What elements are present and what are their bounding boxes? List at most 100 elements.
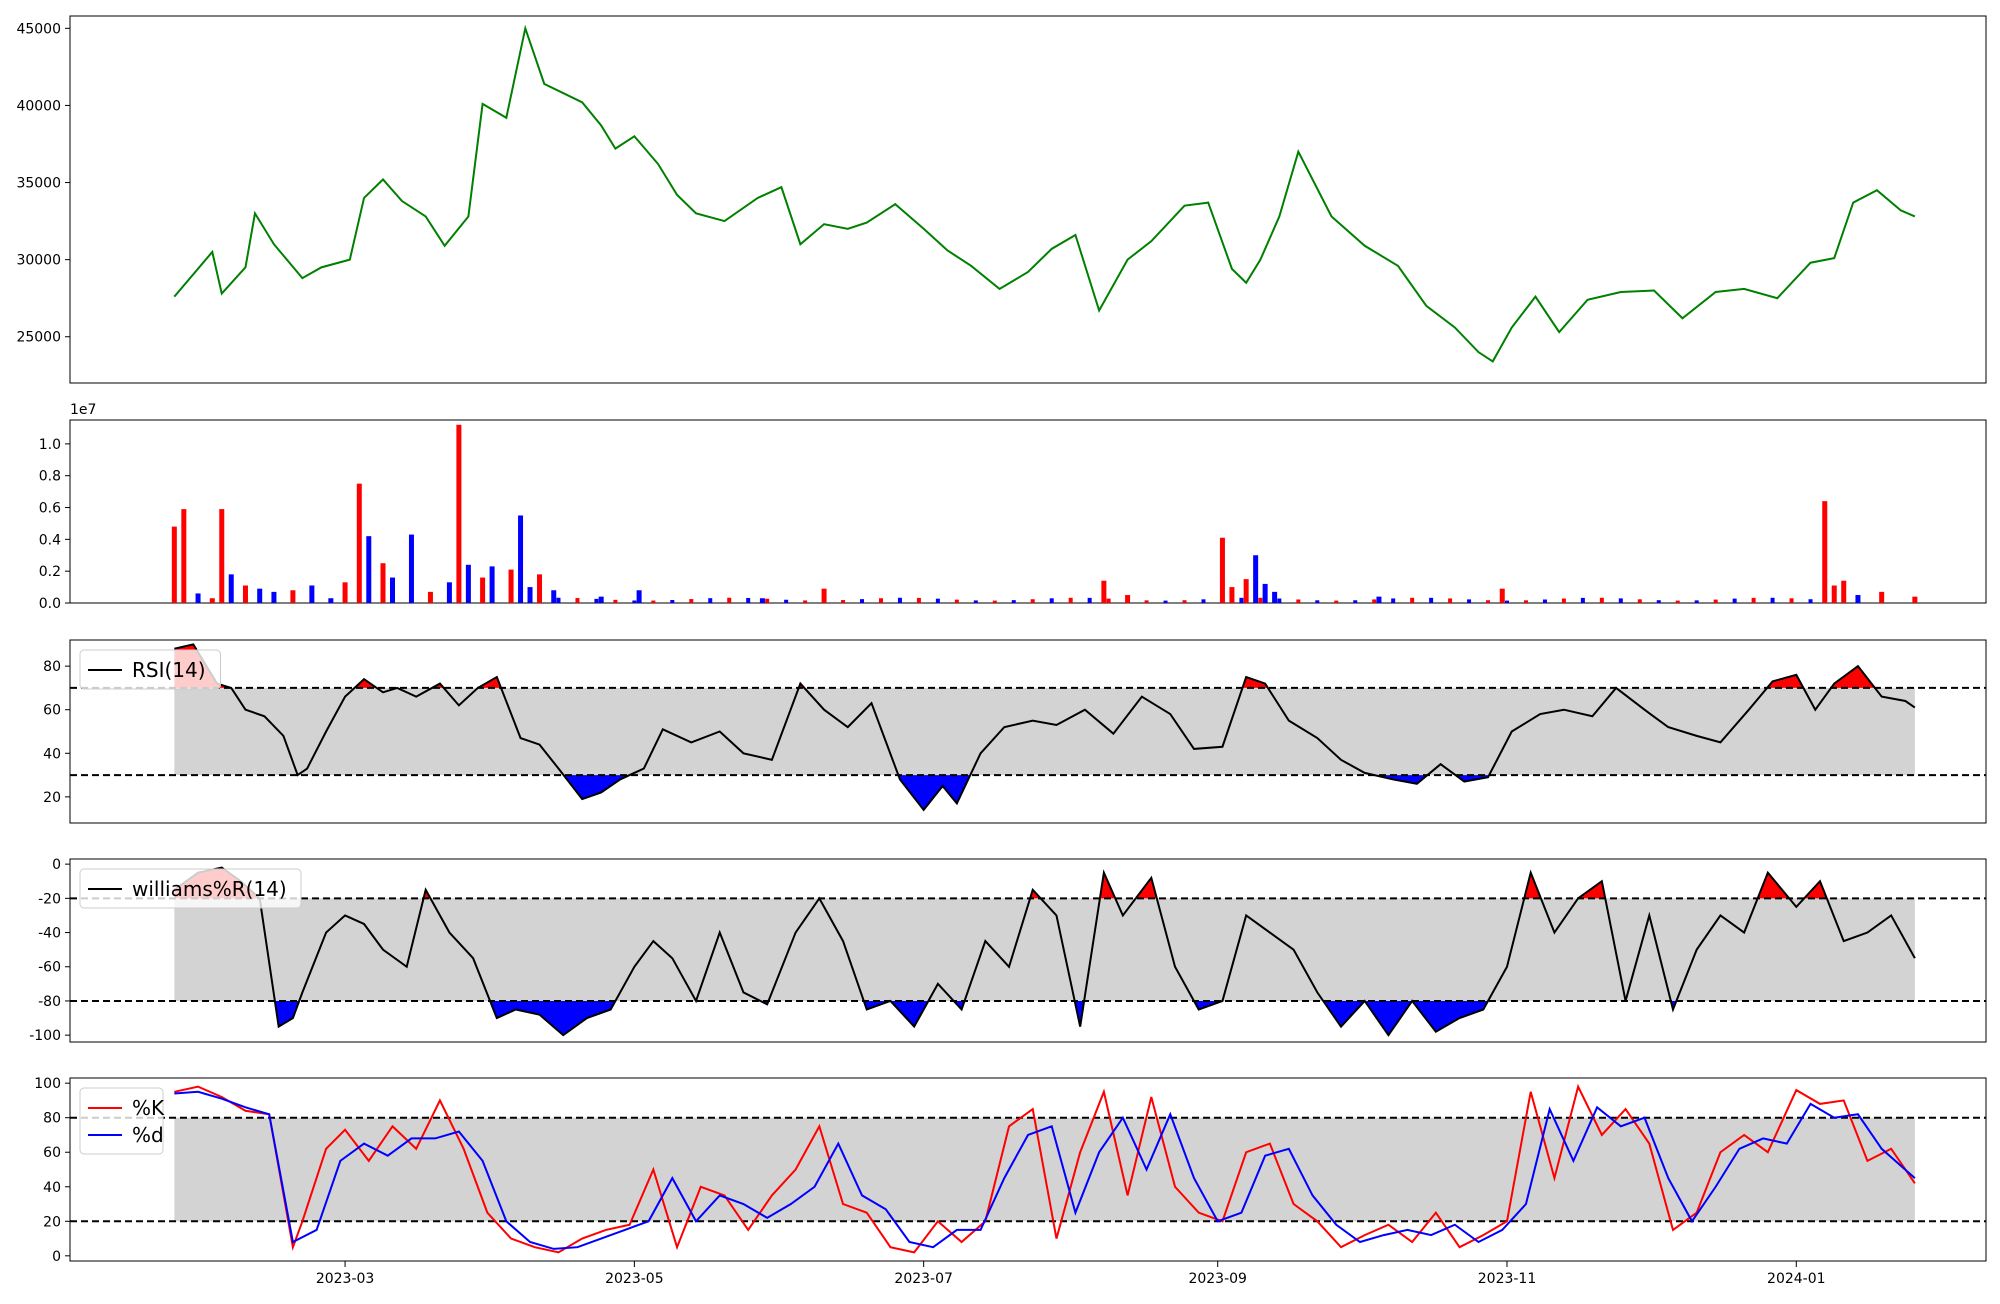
volume-bar: [1486, 600, 1491, 603]
y-tick-label: 40000: [16, 98, 61, 114]
volume-bar: [1879, 591, 1885, 603]
overbought-fill: [1831, 666, 1875, 688]
volume-bar: [632, 600, 637, 603]
x-tick-label: 2023-11: [1478, 1271, 1537, 1287]
stoch-panel-frame: [69, 1077, 1987, 1262]
volume-bar: [465, 564, 471, 603]
y-tick-label: 25000: [16, 330, 61, 346]
volume-bar: [1239, 597, 1244, 603]
volume-bar: [1253, 555, 1259, 603]
volume-bar: [1789, 598, 1794, 603]
volume-bar: [1448, 598, 1453, 603]
volume-bar: [328, 598, 334, 603]
rsi-line: [174, 643, 1916, 812]
volume-bar: [1334, 600, 1339, 603]
volume-bar: [1694, 600, 1699, 603]
volume-bar: [1542, 599, 1547, 603]
y-tick-label: 0: [52, 857, 61, 873]
x-tick-label: 2023-03: [316, 1271, 375, 1287]
volume-bar: [1229, 587, 1235, 603]
y-tick-label: 40: [43, 1180, 61, 1196]
legend-box: [79, 1087, 164, 1155]
volume-bar: [1296, 599, 1301, 603]
overbought-fill: [1767, 674, 1804, 688]
volume-bar: [537, 574, 543, 603]
volume-bar: [527, 587, 533, 603]
volume-bar: [594, 598, 599, 603]
volume-bar: [389, 577, 395, 603]
volume-bar: [765, 598, 770, 603]
volume-bar: [551, 590, 557, 603]
volume-bar: [1376, 596, 1382, 603]
volume-bar: [1599, 597, 1604, 603]
y-tick-label: 20: [43, 790, 61, 806]
volume-bar: [878, 598, 883, 603]
y-tick-label: 100: [34, 1076, 61, 1092]
legend-label: williams%R(14): [132, 877, 287, 901]
volume-bar: [1049, 598, 1054, 603]
volume-bar: [935, 598, 940, 603]
volume-bar: [1713, 599, 1718, 603]
y-tick-label: -20: [38, 891, 61, 907]
williams-line: [173, 866, 1916, 1037]
legend-label: %K: [132, 1096, 165, 1120]
volume-bar: [242, 585, 248, 603]
volume-bar: [651, 600, 656, 603]
legend-box: [79, 649, 221, 690]
volume-bar: [759, 598, 765, 603]
volume-bar: [1182, 600, 1187, 603]
volume-bar: [1272, 591, 1278, 603]
volume-bar: [556, 597, 561, 603]
volume-panel-frame: [69, 419, 1987, 604]
x-tick-label: 2024-01: [1767, 1271, 1826, 1287]
y-tick-label: -100: [29, 1028, 61, 1044]
volume-bar: [1822, 501, 1828, 603]
volume-bar: [727, 597, 732, 603]
rsi-panel-frame: [69, 639, 1987, 824]
volume-bar: [1201, 599, 1206, 603]
volume-bar: [670, 599, 675, 603]
volume-bar: [489, 566, 495, 603]
oversold-fill: [274, 1000, 300, 1027]
volume-bar: [708, 598, 713, 603]
volume-bar: [598, 596, 604, 603]
volume-bar: [575, 598, 580, 603]
volume-bar: [271, 591, 277, 603]
volume-bar: [1855, 595, 1861, 603]
volume-bar: [1561, 598, 1566, 603]
volume-bar: [803, 600, 808, 603]
y-tick-label: -40: [38, 926, 61, 942]
y-tick-label: 35000: [16, 176, 61, 192]
volume-bar: [456, 424, 462, 603]
volume-bar: [689, 599, 694, 603]
x-tick-label: 2023-05: [605, 1271, 664, 1287]
volume-bar: [1262, 583, 1268, 603]
volume-bar: [380, 563, 386, 603]
legend-box: [79, 868, 302, 909]
volume-bar: [1353, 600, 1358, 603]
volume-bar: [219, 509, 225, 603]
volume-bar: [1068, 597, 1073, 603]
oversold-fill: [490, 1000, 616, 1036]
legend-label: RSI(14): [132, 658, 206, 682]
y-tick-label: 60: [43, 703, 61, 719]
price-line: [173, 24, 1916, 363]
volume-bar: [1391, 598, 1396, 603]
volume-bar: [841, 600, 846, 603]
volume-bar: [408, 534, 414, 603]
volume-bar: [171, 526, 177, 603]
volume-offset-label: 1e7: [70, 402, 96, 418]
y-tick-label: 0.2: [39, 564, 61, 580]
volume-bar: [636, 590, 642, 603]
overbought-fill: [1135, 877, 1157, 899]
volume-bar: [446, 582, 452, 603]
volume-bar: [1770, 597, 1775, 603]
volume-bar: [897, 597, 902, 603]
y-tick-label: 45000: [16, 21, 61, 37]
volume-bar: [1467, 599, 1472, 603]
volume-bar: [821, 588, 827, 603]
y-tick-label: 0.4: [39, 532, 61, 548]
volume-bar: [992, 600, 997, 603]
price-panel-frame: [69, 15, 1987, 384]
